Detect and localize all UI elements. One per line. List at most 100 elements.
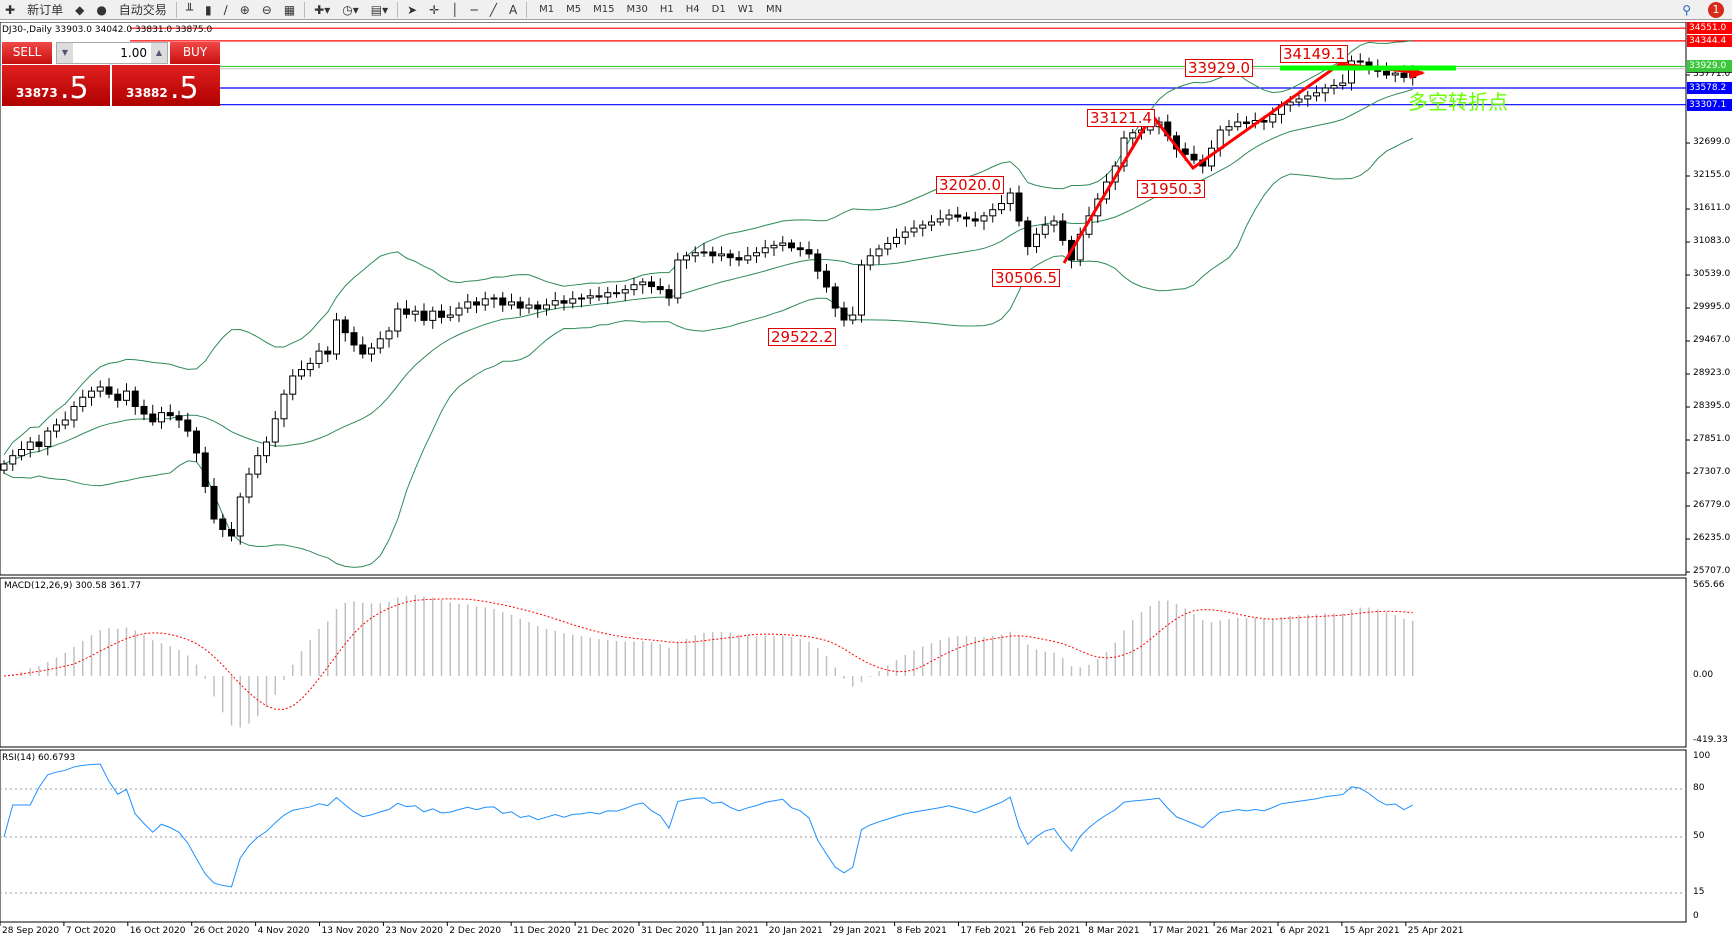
candle [403, 300, 410, 319]
candle [438, 304, 445, 324]
buy-price[interactable]: 33882 .5 [112, 65, 220, 106]
candle [368, 342, 375, 362]
zoom-in-icon[interactable]: ⊕ [239, 2, 250, 17]
sell-price-fraction: .5 [60, 71, 89, 106]
crosshair-icon[interactable]: ✛ [429, 2, 440, 17]
timeframe-mn[interactable]: MN [765, 4, 783, 15]
text-icon[interactable]: A [508, 2, 518, 17]
cursor-icon[interactable]: ➤ [407, 2, 418, 17]
candle-body [543, 304, 550, 310]
quantity-input[interactable]: 1.00 [120, 46, 147, 60]
candle [446, 305, 454, 322]
x-axis-date: 4 Nov 2020 [257, 926, 310, 936]
timeframe-m1[interactable]: M1 [539, 4, 555, 15]
candle-body [105, 386, 113, 395]
candle-body [219, 518, 227, 530]
candle-body [613, 292, 620, 295]
tile-windows-icon[interactable]: ▦ [283, 2, 296, 17]
auto-trading-button[interactable]: 自动交易 [118, 3, 167, 17]
quantity-stepper[interactable]: ▼ 1.00 ▲ [56, 42, 168, 64]
templates-icon[interactable]: ▤▾ [370, 2, 389, 17]
candle-body [79, 396, 87, 407]
timeframe-h4[interactable]: H4 [685, 4, 700, 15]
timeframe-m5[interactable]: M5 [566, 4, 582, 15]
candle [411, 305, 419, 322]
buy-button[interactable]: BUY [170, 42, 220, 64]
line-chart-icon[interactable]: ∕ [223, 2, 228, 17]
candle-body [149, 413, 157, 423]
trendline-icon[interactable]: ╱ [489, 2, 497, 17]
market-watch-icon[interactable]: ◆ [75, 2, 85, 17]
candle-body [831, 286, 839, 309]
notification-badge[interactable]: 1 [1708, 2, 1724, 18]
candle [254, 446, 262, 479]
candlestick-icon[interactable]: ▮ [205, 2, 212, 17]
timeframe-m15[interactable]: M15 [593, 4, 615, 15]
x-axis-date: 8 Feb 2021 [896, 926, 947, 936]
timeframe-m30[interactable]: M30 [626, 4, 648, 15]
y-axis-tick: 29467.0 [1693, 335, 1731, 345]
candle [543, 298, 550, 316]
candle [35, 434, 43, 453]
candle [61, 411, 69, 430]
new-order-icon[interactable]: ✚ [5, 2, 16, 17]
buy-price-fraction: .5 [170, 71, 199, 106]
candle [963, 212, 970, 227]
candle [674, 252, 682, 304]
candle-body [131, 390, 139, 407]
x-axis-date: 25 Apr 2021 [1407, 926, 1464, 936]
candle [1339, 74, 1347, 90]
candle-body [280, 393, 288, 420]
timeframe-h1[interactable]: H1 [659, 4, 674, 15]
candle [280, 389, 288, 428]
sell-price[interactable]: 33873 .5 [2, 65, 110, 106]
candle-body [779, 242, 787, 246]
x-axis-date: 21 Dec 2020 [577, 926, 635, 936]
candle-body [324, 350, 332, 355]
price-tag: 33929.0 [1687, 60, 1732, 73]
candle [245, 467, 253, 504]
candle [1024, 216, 1032, 256]
increase-icon[interactable]: ▲ [151, 43, 167, 63]
candle-body [551, 300, 559, 306]
price-annotation: 34149.1 [1280, 45, 1349, 63]
candle-body [245, 473, 253, 498]
candle [149, 404, 157, 426]
y-axis-tick: 29995.0 [1693, 302, 1731, 312]
candle [429, 306, 437, 329]
candle-body [44, 430, 52, 447]
zoom-out-icon[interactable]: ⊖ [261, 2, 272, 17]
periods-icon[interactable]: ◷▾ [342, 2, 359, 17]
candle [228, 521, 235, 542]
timeframe-w1[interactable]: W1 [737, 4, 754, 15]
auto-trading-icon[interactable]: ● [96, 2, 107, 17]
vertical-line-icon[interactable]: │ [451, 2, 459, 17]
divider [175, 1, 177, 18]
candle [779, 236, 787, 252]
search-icon[interactable]: ⚲ [1682, 3, 1691, 17]
new-order-button[interactable]: 新订单 [27, 3, 64, 17]
candle [691, 246, 699, 263]
chart-canvas[interactable] [0, 22, 1732, 940]
candle-body [1321, 87, 1329, 94]
candle [569, 291, 577, 309]
candle [105, 378, 113, 399]
candle-body [866, 255, 874, 266]
candle-body [1129, 132, 1137, 139]
candle-body [534, 304, 542, 310]
x-axis-date: 20 Jan 2021 [768, 926, 823, 936]
y-axis-tick: 27307.0 [1693, 467, 1731, 477]
x-axis-date: 11 Dec 2020 [513, 926, 571, 936]
timeframe-d1[interactable]: D1 [711, 4, 726, 15]
candle [490, 294, 498, 308]
candle [324, 346, 332, 363]
candle-body [315, 350, 323, 364]
candle-body [385, 330, 393, 340]
horizontal-line-icon[interactable]: ─ [470, 2, 478, 17]
macd-axis-tick: -419.33 [1693, 735, 1728, 745]
bar-chart-icon[interactable]: ╨ [185, 2, 194, 17]
indicators-icon[interactable]: ✚▾ [314, 2, 331, 17]
sell-button[interactable]: SELL [2, 42, 52, 64]
candle [263, 436, 270, 464]
decrease-icon[interactable]: ▼ [57, 43, 73, 63]
